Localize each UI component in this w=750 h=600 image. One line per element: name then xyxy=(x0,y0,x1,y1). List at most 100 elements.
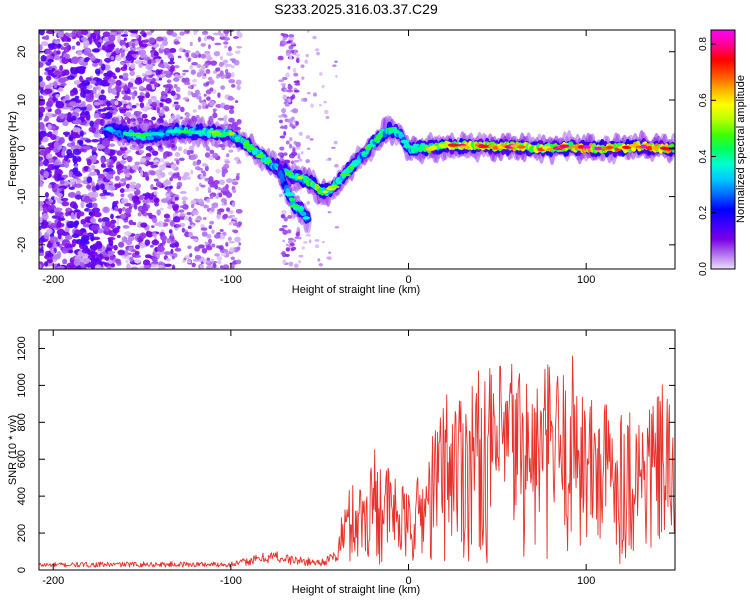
spectrogram-noise-cell xyxy=(81,105,87,111)
spectrogram-noise-cell xyxy=(190,52,196,58)
spectrogram-noise-cell xyxy=(153,197,160,204)
spectrogram-noise-cell xyxy=(96,144,105,150)
spectrogram-noise-cell xyxy=(143,77,147,81)
spectrogram-noise-cell xyxy=(54,183,60,189)
spectrogram-noise-cell xyxy=(98,94,107,101)
spectrogram-noise-cell xyxy=(287,118,294,124)
spectrogram-noise-cell xyxy=(204,241,209,245)
spectrogram-noise-cell xyxy=(183,148,188,155)
spectrogram-noise-cell xyxy=(101,139,110,147)
spectrogram-noise-cell xyxy=(289,54,293,60)
spectrogram-noise-cell xyxy=(193,238,198,242)
spectrogram-noise-cell xyxy=(175,224,182,228)
spectrogram-noise-cell xyxy=(304,59,308,64)
spectrogram-noise-cell xyxy=(140,170,144,177)
spectrogram-noise-cell xyxy=(66,75,75,80)
spectrogram-noise-cell xyxy=(92,62,99,68)
spectrogram-noise-cell xyxy=(66,37,72,42)
spectrogram-noise-cell xyxy=(189,220,193,226)
spectrogram-noise-cell xyxy=(197,36,202,43)
spectrogram-noise-cell xyxy=(119,146,128,152)
spectrogram-noise-cell xyxy=(165,162,173,166)
spectrogram-x-tick-label: -200 xyxy=(42,274,64,286)
spectrogram-x-tick-label: -100 xyxy=(220,274,242,286)
spectrogram-noise-cell xyxy=(115,79,122,87)
spectrogram-noise-cell xyxy=(216,213,221,220)
spectrogram-noise-cell xyxy=(327,256,332,261)
spectrogram-noise-cell xyxy=(122,225,130,229)
spectrogram-noise-cell xyxy=(131,195,140,202)
spectrogram-noise-cell xyxy=(147,98,153,105)
spectrogram-noise-cell xyxy=(62,120,69,127)
spectrogram-noise-cell xyxy=(229,97,235,101)
spectrogram-noise-cell xyxy=(124,202,132,207)
spectrogram-noise-cell xyxy=(80,234,90,242)
spectrogram-noise-cell xyxy=(140,222,148,228)
spectrogram-noise-cell xyxy=(206,257,211,262)
spectrogram-noise-cell xyxy=(306,147,311,150)
spectrogram-noise-cell xyxy=(136,47,141,51)
spectrogram-noise-cell xyxy=(187,85,193,89)
spectrogram-noise-cell xyxy=(228,109,235,115)
spectrogram-noise-cell xyxy=(104,57,112,63)
spectrogram-noise-cell xyxy=(279,119,283,124)
spectrogram-noise-cell xyxy=(120,198,129,204)
spectrogram-noise-cell xyxy=(141,73,146,77)
spectrogram-noise-cell xyxy=(165,258,171,262)
ridge-core-cell xyxy=(156,132,165,136)
spectrogram-noise-cell xyxy=(142,193,146,197)
spectrogram-noise-cell xyxy=(73,80,81,85)
spectrogram-noise-cell xyxy=(149,244,154,248)
spectrogram-noise-cell xyxy=(160,198,169,204)
spectrogram-noise-cell xyxy=(205,198,211,203)
spectrogram-noise-cell xyxy=(59,65,64,71)
spectrogram-noise-cell xyxy=(173,41,181,45)
spectrogram-noise-cell xyxy=(120,178,128,182)
ridge-core-cell xyxy=(605,145,614,150)
spectrogram-noise-cell xyxy=(155,181,162,188)
spectrogram-noise-cell xyxy=(187,225,192,230)
spectrogram-noise-cell xyxy=(194,246,201,252)
spectrogram-noise-cell xyxy=(232,36,239,39)
snr-x-axis: -200 -100 0 100 xyxy=(42,330,595,587)
spectrogram-noise-cell xyxy=(294,82,301,86)
spectrogram-y-tick-label: -10 xyxy=(16,189,28,205)
spectrogram-noise-cell xyxy=(72,167,79,173)
colorbar-tick-label: 0.0 xyxy=(698,262,709,276)
spectrogram-noise-cell xyxy=(119,39,126,47)
spectrogram-noise-cell xyxy=(131,42,136,49)
spectrogram-noise-cell xyxy=(68,249,74,254)
spectrogram-noise-cell xyxy=(319,71,323,76)
spectrogram-noise-cell xyxy=(116,164,124,171)
spectrogram-noise-cell xyxy=(107,250,116,255)
spectrogram-noise-cell xyxy=(94,264,102,269)
spectrogram-noise-cell xyxy=(295,141,301,148)
spectrogram-noise-cell xyxy=(143,264,152,269)
spectrogram-noise-cell xyxy=(150,165,155,169)
spectrogram-noise-cell xyxy=(90,263,96,269)
spectrogram-noise-cell xyxy=(44,192,49,198)
spectrogram-noise-cell xyxy=(74,95,80,100)
spectrogram-noise-cell xyxy=(322,241,325,244)
spectrogram-noise-cell xyxy=(172,216,181,223)
spectrogram-noise-cell xyxy=(39,121,45,130)
spectrogram-noise-cell xyxy=(194,254,202,260)
spectrogram-noise-cell xyxy=(223,104,231,111)
spectrogram-noise-cell xyxy=(298,260,302,264)
spectrogram-noise-cell xyxy=(45,252,54,258)
spectrogram-noise-cell xyxy=(53,71,63,76)
ridge-core-cell xyxy=(480,144,489,149)
spectrogram-noise-cell xyxy=(57,31,64,38)
spectrogram-noise-cell xyxy=(293,80,300,84)
spectrogram-noise-cell xyxy=(225,178,233,184)
spectrogram-noise-cell xyxy=(105,220,112,227)
spectrogram-noise-cell xyxy=(179,31,185,36)
spectrogram-noise-cell xyxy=(313,92,317,97)
spectrogram-noise-cell xyxy=(165,193,171,197)
spectrogram-noise-cell xyxy=(314,244,320,249)
spectrogram-noise-cell xyxy=(335,74,338,78)
spectrogram-noise-cell xyxy=(129,46,137,52)
spectrogram-noise-cell xyxy=(212,152,219,159)
snr-panel: -200 -100 0 100 0 200 400 600 800 1000 1200 Heigh… xyxy=(7,329,676,596)
spectrogram-noise-cell xyxy=(57,87,64,92)
